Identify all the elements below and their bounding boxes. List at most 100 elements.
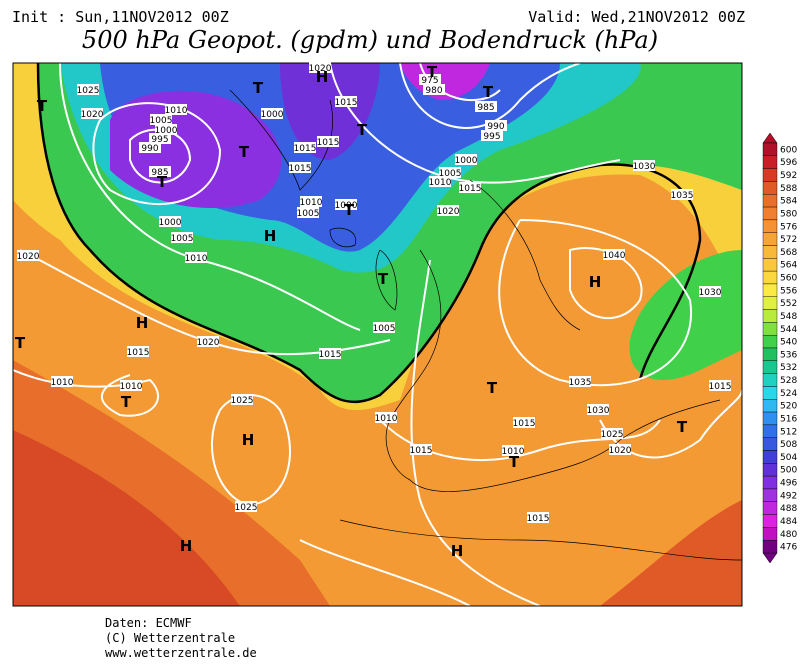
- colorbar-cell: [762, 245, 778, 259]
- isobar-label-bg: [197, 336, 219, 347]
- colorbar-cell: [762, 206, 778, 221]
- colorbar-cell: [762, 219, 778, 233]
- isobar-label-bg: [373, 322, 395, 333]
- pressure-center: H: [242, 431, 255, 449]
- isobar-label: 1025: [235, 503, 258, 513]
- isobar-label-bg: [603, 249, 625, 260]
- isobar-label-bg: [17, 250, 39, 261]
- isobar-label: 1025: [77, 86, 100, 96]
- isobar-label: 1010: [120, 382, 143, 392]
- colorbar-label: 528: [780, 376, 797, 386]
- pressure-center: T: [357, 121, 368, 139]
- isobar-label: 1010: [165, 106, 188, 116]
- isobar-label: 1030: [699, 288, 722, 298]
- isobar-label-bg: [709, 380, 731, 391]
- colorbar-cell: [762, 411, 778, 426]
- isobar-label: 1005: [150, 116, 173, 126]
- isobar-label: 1020: [609, 446, 632, 456]
- isobar-label: 1005: [297, 209, 320, 219]
- isobar-label-bg: [149, 166, 171, 177]
- pressure-center: T: [378, 270, 389, 288]
- isobar-label: 1010: [429, 178, 452, 188]
- isobar-label: 1035: [569, 378, 592, 388]
- colorbar-cell: [762, 360, 778, 374]
- isobar-label: 1020: [197, 338, 220, 348]
- isobar-label-bg: [159, 216, 181, 227]
- isobar-label-bg: [120, 380, 142, 391]
- isobar-label-bg: [455, 154, 477, 165]
- isobar-label: 1000: [261, 110, 284, 120]
- isobar-label-bg: [319, 348, 341, 359]
- colorbar-label: 600: [780, 145, 797, 155]
- isobar-label: 985: [151, 168, 168, 178]
- colorbar-label: 568: [780, 248, 797, 258]
- isobar-label: 990: [487, 122, 504, 132]
- isobar-label: 1035: [671, 191, 694, 201]
- isobar-label-bg: [51, 376, 73, 387]
- colorbar-label: 540: [780, 338, 797, 348]
- colorbar-label: 596: [780, 158, 797, 168]
- colorbar-label: 492: [780, 491, 797, 501]
- colorbar-cell: [762, 488, 778, 502]
- isobar-label-bg: [502, 445, 524, 456]
- isobar-label-bg: [485, 120, 507, 131]
- colorbar-label: 576: [780, 222, 797, 232]
- isobar-label-bg: [297, 207, 319, 218]
- colorbar-label: 532: [780, 363, 797, 373]
- isobar-label-bg: [439, 167, 461, 178]
- colorbar-label: 536: [780, 350, 797, 360]
- isobar-label-bg: [601, 428, 623, 439]
- isobar-label-bg: [527, 512, 549, 523]
- isobar-label-bg: [294, 142, 316, 153]
- colorbar-cell: [762, 258, 778, 272]
- isobar-label: 1015: [294, 144, 317, 154]
- data-source: Daten: ECMWF: [105, 616, 192, 630]
- pressure-center: H: [451, 542, 464, 560]
- colorbar-cell: [762, 232, 778, 246]
- colorbar-label: 480: [780, 530, 797, 540]
- colorbar-cell: [762, 283, 778, 297]
- isobar-label: 985: [477, 103, 494, 113]
- isobar-label-bg: [475, 101, 497, 112]
- colorbar-label: 584: [780, 197, 797, 207]
- isobar-label-bg: [235, 501, 257, 512]
- colorbar-label: 588: [780, 184, 797, 194]
- colorbar-cell: [762, 373, 778, 387]
- colorbar-arrow: [762, 132, 778, 144]
- pressure-center: H: [589, 273, 602, 291]
- colorbar-label: 592: [780, 171, 797, 181]
- isobar-label: 1015: [335, 98, 358, 108]
- isobar-label: 1015: [513, 419, 536, 429]
- colorbar-label: 520: [780, 402, 797, 412]
- isobar-label: 1015: [319, 350, 342, 360]
- isobar-label: 1025: [601, 430, 624, 440]
- pressure-center: T: [239, 143, 250, 161]
- isobar-label: 1015: [459, 184, 482, 194]
- isobar-label: 1005: [373, 324, 396, 334]
- website: www.wetterzentrale.de: [105, 646, 257, 660]
- isobar-label-bg: [459, 182, 481, 193]
- colorbar-cell: [762, 539, 778, 554]
- isobar-label-bg: [419, 74, 441, 85]
- colorbar-cell: [762, 424, 778, 438]
- isobar-label-bg: [317, 136, 339, 147]
- isobar-label-bg: [335, 199, 357, 210]
- pressure-center: T: [483, 83, 494, 101]
- warm-field: [600, 500, 742, 606]
- colorbar-arrow: [762, 552, 778, 564]
- pressure-center: T: [509, 453, 520, 471]
- map-title: 500 hPa Geopot. (gpdm) und Bodendruck (h…: [82, 26, 658, 54]
- pressure-center: H: [316, 68, 329, 86]
- colorbar-cell: [762, 270, 778, 285]
- isobar-label: 1000: [155, 126, 178, 136]
- colorbar-cell: [762, 399, 778, 413]
- colorbar-label: 508: [780, 440, 797, 450]
- contour-552: [36, 63, 702, 404]
- isobar-label: 1015: [410, 446, 433, 456]
- isobar-label: 1040: [603, 251, 626, 261]
- isobar-label-bg: [300, 196, 322, 207]
- isobar-label: 1020: [437, 207, 460, 217]
- valid-time: Valid: Wed,21NOV2012 00Z: [528, 8, 745, 26]
- isobar-label-bg: [410, 444, 432, 455]
